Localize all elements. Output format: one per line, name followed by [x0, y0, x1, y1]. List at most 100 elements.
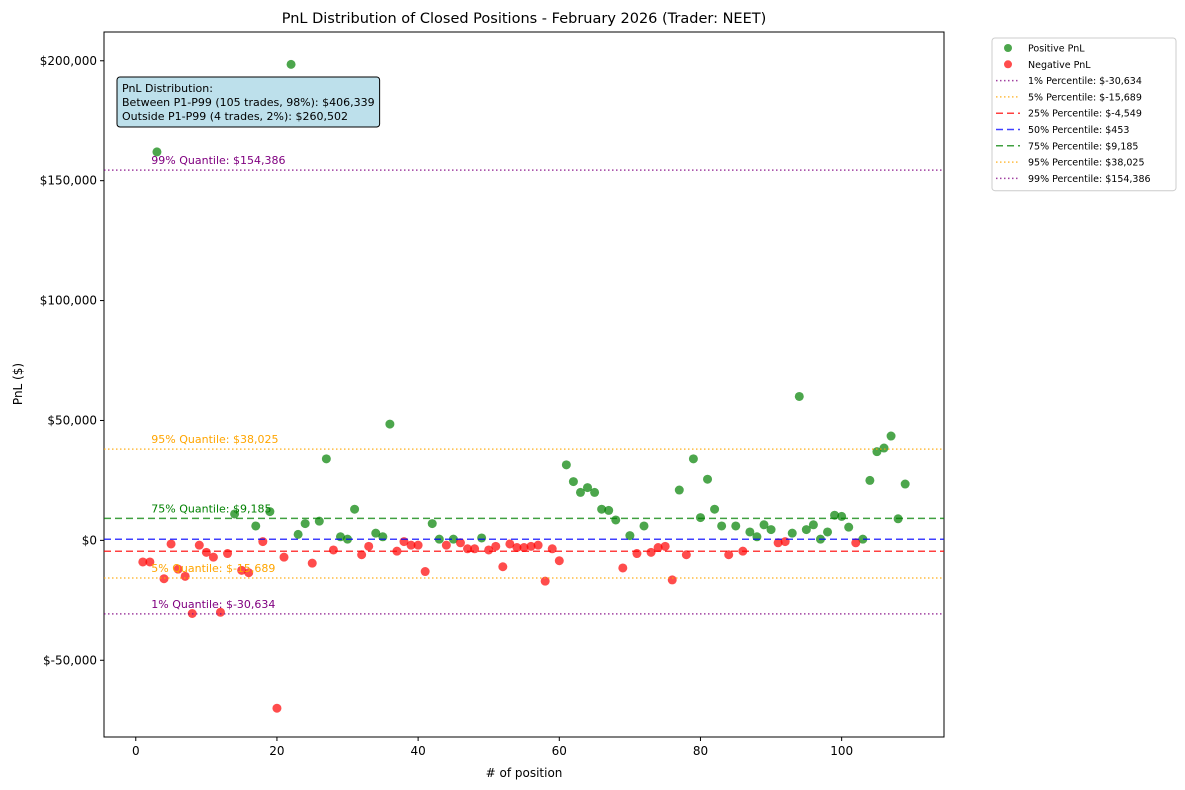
negative-pnl-point	[194, 540, 204, 550]
positive-pnl-point	[230, 509, 240, 519]
negative-pnl-point	[455, 538, 465, 548]
y-tick-label: $0	[82, 533, 97, 547]
positive-pnl-point	[321, 454, 331, 464]
legend-label: 5% Percentile: $-15,689	[1028, 92, 1142, 103]
negative-pnl-point	[208, 552, 218, 562]
legend-label: 1% Percentile: $-30,634	[1028, 76, 1142, 87]
quantile-label: 1% Quantile: $-30,634	[151, 598, 275, 611]
negative-pnl-point	[223, 549, 233, 559]
positive-pnl-point	[251, 521, 261, 531]
legend-item-percentile: 95% Percentile: $38,025	[996, 158, 1145, 169]
y-tick-label: $200,000	[40, 54, 97, 68]
legend-label: 25% Percentile: $-4,549	[1028, 109, 1142, 120]
negative-pnl-point	[364, 541, 374, 551]
positive-pnl-point	[731, 521, 741, 531]
legend-item-percentile: 50% Percentile: $453	[996, 125, 1129, 136]
negative-pnl-point	[724, 550, 734, 560]
legend-label: 95% Percentile: $38,025	[1028, 158, 1145, 169]
negative-pnl-point	[512, 543, 522, 553]
positive-pnl-point	[745, 527, 755, 537]
summary-line: PnL Distribution:	[122, 82, 213, 95]
positive-pnl-point	[477, 533, 487, 543]
quantile-label: 99% Quantile: $154,386	[151, 154, 285, 167]
negative-pnl-point	[272, 703, 282, 713]
positive-pnl-point	[688, 454, 698, 464]
positive-pnl-point	[625, 531, 635, 541]
positive-pnl-point	[286, 59, 296, 69]
positive-pnl-point	[759, 520, 769, 530]
negative-pnl-point	[237, 565, 247, 575]
positive-pnl-point	[575, 487, 585, 497]
quantile-label: 75% Quantile: $9,185	[151, 502, 271, 515]
positive-pnl-point	[844, 522, 854, 532]
negative-pnl-point	[632, 549, 642, 559]
positive-pnl-point	[448, 534, 458, 544]
x-tick-label: 80	[693, 744, 708, 758]
legend-item-percentile: 99% Percentile: $154,386	[996, 174, 1151, 185]
positive-pnl-point	[385, 419, 395, 429]
legend-frame	[991, 37, 1177, 192]
x-tick-label: 20	[269, 744, 284, 758]
plot-frame	[103, 31, 945, 738]
negative-pnl-point	[484, 545, 494, 555]
negative-pnl-point	[519, 543, 529, 553]
positive-pnl-point	[350, 504, 360, 514]
positive-pnl-point	[674, 485, 684, 495]
positive-pnl-point	[766, 525, 776, 535]
legend-item-percentile: 75% Percentile: $9,185	[996, 141, 1138, 152]
negative-pnl-point	[215, 607, 225, 617]
negative-pnl-point	[540, 576, 550, 586]
x-tick-label: 100	[830, 744, 853, 758]
positive-pnl-point	[561, 460, 571, 470]
positive-pnl-point	[293, 529, 303, 539]
negative-pnl-point	[646, 547, 656, 557]
negative-pnl-point	[491, 541, 501, 551]
negative-pnl-point	[201, 547, 211, 557]
negative-pnl-point	[258, 537, 268, 547]
positive-pnl-point	[830, 510, 840, 520]
positive-pnl-point	[371, 528, 381, 538]
y-tick-label: $150,000	[40, 174, 97, 188]
legend-item-percentile: 25% Percentile: $-4,549	[996, 109, 1142, 120]
distribution-summary-box: PnL Distribution:Between P1-P99 (105 tra…	[116, 76, 381, 128]
positive-pnl-point	[703, 474, 713, 484]
positive-pnl-point	[597, 504, 607, 514]
positive-pnl-point	[152, 147, 162, 157]
summary-line: Between P1-P99 (105 trades, 98%): $406,3…	[122, 96, 375, 109]
negative-pnl-point	[667, 575, 677, 585]
negative-pnl-point	[780, 537, 790, 547]
positive-pnl-point	[604, 505, 614, 515]
positive-pnl-point	[801, 525, 811, 535]
negative-pnl-point	[505, 539, 515, 549]
negative-pnl-point	[328, 545, 338, 555]
x-tick-label: 60	[552, 744, 567, 758]
positive-pnl-point	[794, 391, 804, 401]
negative-pnl-point	[618, 563, 628, 573]
negative-pnl-point	[244, 568, 254, 578]
positive-pnl-point	[865, 475, 875, 485]
negative-pnl-point	[145, 557, 155, 567]
negative-pnl-point	[279, 552, 289, 562]
negative-pnl-point	[138, 557, 148, 567]
positive-pnl-point	[427, 519, 437, 529]
legend-label: Negative PnL	[1028, 60, 1091, 71]
negative-pnl-point	[526, 541, 536, 551]
positive-pnl-point	[787, 528, 797, 538]
y-tick-label: $100,000	[40, 294, 97, 308]
legend-label: 99% Percentile: $154,386	[1028, 174, 1151, 185]
summary-line: Outside P1-P99 (4 trades, 2%): $260,502	[122, 110, 348, 123]
positive-pnl-point	[300, 519, 310, 529]
x-axis-label: # of position	[486, 766, 563, 780]
legend-marker	[1004, 44, 1012, 52]
summary-box-background	[116, 76, 381, 128]
legend: Positive PnL Negative PnL 1% Percentile: $…	[991, 37, 1177, 192]
negative-pnl-point	[173, 564, 183, 574]
positive-pnl-point	[900, 479, 910, 489]
negative-pnl-point	[773, 538, 783, 548]
positive-pnl-point	[710, 504, 720, 514]
x-tick-label: 40	[410, 744, 425, 758]
positive-pnl-point	[823, 527, 833, 537]
positive-pnl-point	[808, 520, 818, 530]
y-axis-label: PnL ($)	[11, 363, 25, 405]
legend-item-negative: Negative PnL	[1004, 60, 1091, 71]
